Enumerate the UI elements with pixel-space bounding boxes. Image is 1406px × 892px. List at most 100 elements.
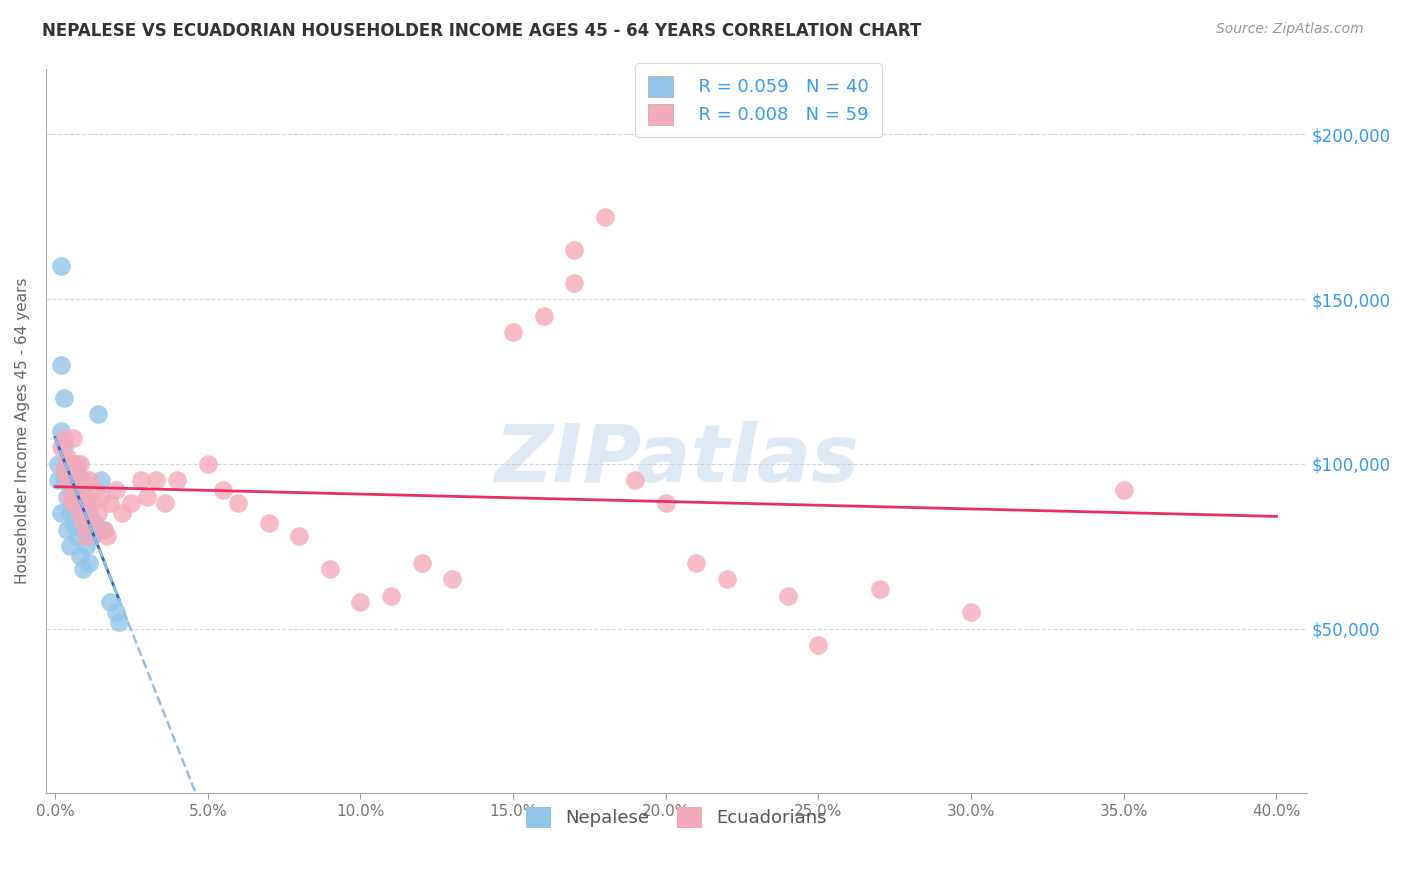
- Point: [75, 490, 97, 504]
- Point: [93, 523, 115, 537]
- Legend: Nepalese, Ecuadorians: Nepalese, Ecuadorians: [519, 800, 834, 835]
- Text: ZIPatlas: ZIPatlas: [494, 421, 859, 499]
- Point: [59, 539, 82, 553]
- Point: [135, 490, 157, 504]
- Point: [257, 516, 280, 531]
- Point: [960, 605, 983, 619]
- Point: [593, 210, 616, 224]
- Point: [51, 506, 73, 520]
- Point: [56, 450, 79, 465]
- Point: [53, 474, 76, 488]
- Point: [87, 408, 110, 422]
- Point: [80, 529, 103, 543]
- Point: [56, 474, 79, 488]
- Point: [53, 391, 76, 405]
- Point: [83, 516, 105, 531]
- Point: [72, 523, 94, 537]
- Point: [80, 496, 103, 510]
- Point: [562, 243, 585, 257]
- Text: Source: ZipAtlas.com: Source: ZipAtlas.com: [1216, 22, 1364, 37]
- Point: [65, 463, 87, 477]
- Point: [145, 474, 167, 488]
- Point: [69, 506, 91, 520]
- Point: [59, 490, 82, 504]
- Point: [655, 496, 678, 510]
- Point: [121, 496, 143, 510]
- Point: [166, 474, 188, 488]
- Point: [212, 483, 235, 498]
- Point: [69, 474, 91, 488]
- Point: [51, 259, 73, 273]
- Point: [502, 325, 524, 339]
- Point: [59, 506, 82, 520]
- Point: [62, 457, 84, 471]
- Point: [441, 572, 464, 586]
- Point: [776, 589, 799, 603]
- Point: [288, 529, 311, 543]
- Point: [98, 496, 121, 510]
- Text: NEPALESE VS ECUADORIAN HOUSEHOLDER INCOME AGES 45 - 64 YEARS CORRELATION CHART: NEPALESE VS ECUADORIAN HOUSEHOLDER INCOM…: [42, 22, 921, 40]
- Point: [62, 430, 84, 444]
- Point: [93, 523, 115, 537]
- Point: [87, 506, 110, 520]
- Point: [77, 506, 100, 520]
- Point: [869, 582, 891, 596]
- Point: [62, 483, 84, 498]
- Point: [69, 457, 91, 471]
- Point: [111, 506, 134, 520]
- Point: [56, 490, 79, 504]
- Point: [69, 549, 91, 563]
- Point: [77, 556, 100, 570]
- Point: [62, 496, 84, 510]
- Point: [108, 615, 131, 629]
- Point: [65, 457, 87, 471]
- Point: [129, 474, 152, 488]
- Point: [77, 516, 100, 531]
- Point: [56, 523, 79, 537]
- Point: [153, 496, 176, 510]
- Point: [62, 516, 84, 531]
- Point: [105, 483, 128, 498]
- Point: [69, 506, 91, 520]
- Point: [716, 572, 738, 586]
- Point: [90, 490, 112, 504]
- Point: [98, 595, 121, 609]
- Point: [46, 457, 69, 471]
- Point: [319, 562, 342, 576]
- Point: [96, 529, 118, 543]
- Point: [533, 309, 555, 323]
- Y-axis label: Householder Income Ages 45 - 64 years: Householder Income Ages 45 - 64 years: [15, 277, 30, 584]
- Point: [72, 562, 94, 576]
- Point: [53, 463, 76, 477]
- Point: [90, 474, 112, 488]
- Point: [624, 474, 647, 488]
- Point: [807, 638, 830, 652]
- Point: [228, 496, 250, 510]
- Point: [51, 358, 73, 372]
- Point: [51, 441, 73, 455]
- Point: [75, 496, 97, 510]
- Point: [65, 529, 87, 543]
- Point: [77, 474, 100, 488]
- Point: [83, 483, 105, 498]
- Point: [72, 516, 94, 531]
- Point: [72, 490, 94, 504]
- Point: [380, 589, 402, 603]
- Point: [1112, 483, 1135, 498]
- Point: [62, 463, 84, 477]
- Point: [349, 595, 371, 609]
- Point: [53, 441, 76, 455]
- Point: [56, 457, 79, 471]
- Point: [59, 457, 82, 471]
- Point: [65, 483, 87, 498]
- Point: [75, 529, 97, 543]
- Point: [51, 424, 73, 438]
- Point: [72, 474, 94, 488]
- Point: [46, 474, 69, 488]
- Point: [59, 474, 82, 488]
- Point: [562, 276, 585, 290]
- Point: [685, 556, 707, 570]
- Point: [75, 539, 97, 553]
- Point: [197, 457, 219, 471]
- Point: [59, 457, 82, 471]
